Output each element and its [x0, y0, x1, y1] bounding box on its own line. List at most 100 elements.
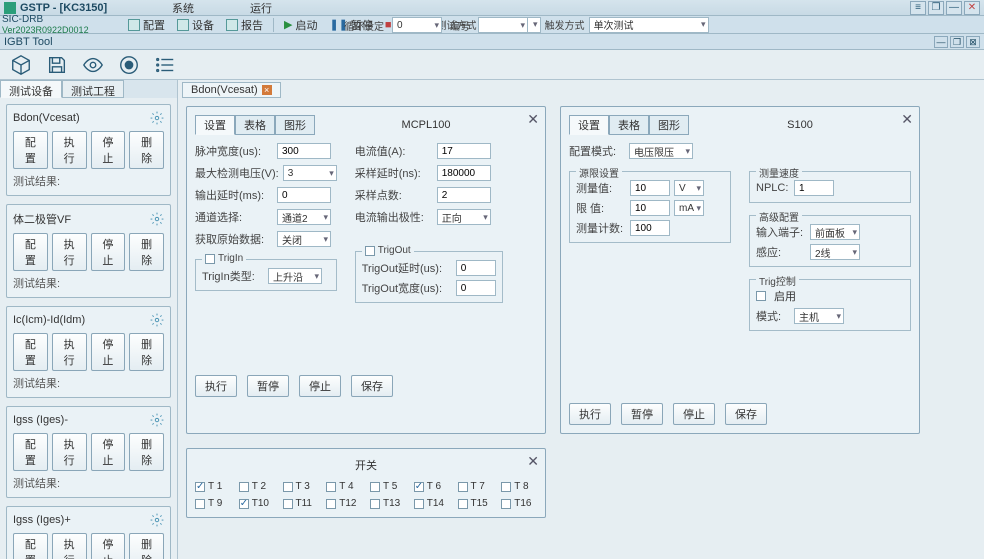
card-run-button[interactable]: 执行	[52, 233, 87, 271]
switch-checkbox[interactable]	[239, 499, 249, 509]
card-config-button[interactable]: 配置	[13, 233, 48, 271]
card-run-button[interactable]: 执行	[52, 131, 87, 169]
card-stop-button[interactable]: 停止	[91, 433, 126, 471]
list-icon[interactable]	[154, 54, 176, 76]
mcu-stop-button[interactable]: 停止	[299, 375, 341, 397]
sample-points-input[interactable]	[437, 187, 491, 203]
mcu-run-button[interactable]: 执行	[195, 375, 237, 397]
trig-mode-combo[interactable]: 主机	[794, 308, 844, 324]
config-button[interactable]: 配置	[122, 17, 171, 33]
trigout-checkbox[interactable]	[365, 246, 375, 256]
switch-checkbox[interactable]	[283, 482, 293, 492]
main-tab-bdon[interactable]: Bdon(Vcesat) ×	[182, 82, 281, 98]
s100-save-button[interactable]: 保存	[725, 403, 767, 425]
switch-checkbox[interactable]	[458, 482, 468, 492]
switch-item[interactable]: T10	[239, 498, 275, 509]
s100-tab-table[interactable]: 表格	[609, 115, 649, 135]
win-restore-icon[interactable]: ❐	[928, 1, 944, 15]
switch-item[interactable]: T 9	[195, 498, 231, 509]
doc-restore-icon[interactable]: ❐	[950, 36, 964, 48]
measure-val-input[interactable]	[630, 180, 670, 196]
save-icon[interactable]	[46, 54, 68, 76]
trigout-delay-input[interactable]	[456, 260, 496, 276]
switch-item[interactable]: T 5	[370, 481, 406, 492]
channel-combo[interactable]: 通道2	[277, 209, 331, 225]
triggermode-combo[interactable]: 单次测试	[589, 17, 709, 33]
switch-checkbox[interactable]	[326, 499, 336, 509]
device-button[interactable]: 设备	[171, 17, 220, 33]
mcu-pause-button[interactable]: 暂停	[247, 375, 289, 397]
switch-checkbox[interactable]	[414, 499, 424, 509]
s100-close-icon[interactable]: ✕	[901, 111, 913, 128]
switch-checkbox[interactable]	[458, 499, 468, 509]
menu-run[interactable]: 运行	[242, 0, 280, 16]
report-button[interactable]: 报告	[220, 17, 269, 33]
gear-icon[interactable]	[150, 313, 164, 327]
start-button[interactable]: ▶启动	[278, 17, 323, 33]
switch-item[interactable]: T16	[501, 498, 537, 509]
mcu-close-icon[interactable]: ✕	[527, 111, 539, 128]
menu-system[interactable]: 系统	[164, 0, 202, 16]
switch-item[interactable]: T 6	[414, 481, 450, 492]
switch-item[interactable]: T 4	[326, 481, 362, 492]
switch-checkbox[interactable]	[326, 482, 336, 492]
switch-item[interactable]: T15	[458, 498, 494, 509]
doc-minimize-icon[interactable]: —	[934, 36, 948, 48]
pulse-width-input[interactable]	[277, 143, 331, 159]
switch-item[interactable]: T 7	[458, 481, 494, 492]
card-stop-button[interactable]: 停止	[91, 131, 126, 169]
win-close-icon[interactable]: ✕	[964, 1, 980, 15]
gear-icon[interactable]	[150, 212, 164, 226]
output-delay-input[interactable]	[277, 187, 331, 203]
card-delete-button[interactable]: 删除	[129, 433, 164, 471]
win-settings-icon[interactable]: ≡	[910, 1, 926, 15]
current-input[interactable]	[437, 143, 491, 159]
switch-item[interactable]: T 2	[239, 481, 275, 492]
s100-run-button[interactable]: 执行	[569, 403, 611, 425]
polarity-combo[interactable]: 正向	[437, 209, 491, 225]
count-input[interactable]	[630, 220, 670, 236]
limit-unit-combo[interactable]: mA	[674, 200, 704, 216]
source-combo[interactable]: 关闭	[277, 231, 331, 247]
mcu-tab-table[interactable]: 表格	[235, 115, 275, 135]
trigout-width-input[interactable]	[456, 280, 496, 296]
gear-icon[interactable]	[150, 111, 164, 125]
card-delete-button[interactable]: 删除	[129, 333, 164, 371]
trig-enable-checkbox[interactable]	[756, 291, 766, 301]
switch-item[interactable]: T 8	[501, 481, 537, 492]
num-combo[interactable]	[478, 17, 528, 33]
sample-delay-input[interactable]	[437, 165, 491, 181]
card-config-button[interactable]: 配置	[13, 533, 48, 559]
sense-combo[interactable]: 2线	[810, 244, 860, 260]
mcu-tab-setting[interactable]: 设置	[195, 115, 235, 135]
card-stop-button[interactable]: 停止	[91, 333, 126, 371]
trigin-checkbox[interactable]	[205, 254, 215, 264]
card-config-button[interactable]: 配置	[13, 433, 48, 471]
s100-pause-button[interactable]: 暂停	[621, 403, 663, 425]
card-run-button[interactable]: 执行	[52, 333, 87, 371]
switch-checkbox[interactable]	[239, 482, 249, 492]
switch-checkbox[interactable]	[414, 482, 424, 492]
max-voltage-combo[interactable]: 3	[283, 165, 337, 181]
doc-close-icon[interactable]: ⊠	[966, 36, 980, 48]
card-config-button[interactable]: 配置	[13, 333, 48, 371]
card-delete-button[interactable]: 删除	[129, 533, 164, 559]
card-run-button[interactable]: 执行	[52, 433, 87, 471]
mcu-save-button[interactable]: 保存	[351, 375, 393, 397]
switch-item[interactable]: T12	[326, 498, 362, 509]
tab-test-devices[interactable]: 测试设备	[0, 80, 62, 98]
card-stop-button[interactable]: 停止	[91, 533, 126, 559]
s100-stop-button[interactable]: 停止	[673, 403, 715, 425]
card-stop-button[interactable]: 停止	[91, 233, 126, 271]
tab-close-icon[interactable]: ×	[262, 85, 272, 95]
eye-icon[interactable]	[82, 54, 104, 76]
s100-tab-chart[interactable]: 图形	[649, 115, 689, 135]
switch-item[interactable]: T13	[370, 498, 406, 509]
card-delete-button[interactable]: 删除	[129, 233, 164, 271]
switch-item[interactable]: T 1	[195, 481, 231, 492]
switch-checkbox[interactable]	[195, 499, 205, 509]
switch-checkbox[interactable]	[283, 499, 293, 509]
input-term-combo[interactable]: 前面板	[810, 224, 860, 240]
switch-checkbox[interactable]	[501, 499, 511, 509]
gear-icon[interactable]	[150, 413, 164, 427]
